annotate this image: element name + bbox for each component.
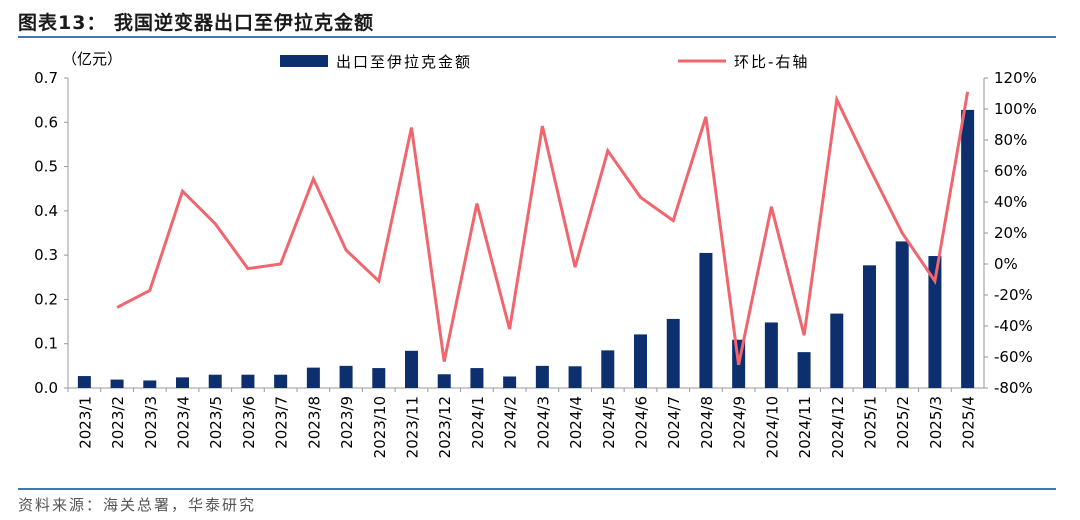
x-tick-label: 2024/7 <box>665 396 683 449</box>
right-axis: -80% -60% -40% -20% 0% 20% 40% 60% 80% 100% 120% <box>983 69 1037 397</box>
bar <box>274 374 288 388</box>
left-tick-label: 0.6 <box>34 113 58 131</box>
right-tick-label: -20% <box>994 286 1033 304</box>
x-tick-label: 2023/9 <box>338 396 356 449</box>
right-tick-label: 20% <box>994 224 1027 242</box>
x-tick-label: 2023/3 <box>142 396 160 449</box>
x-tick-label: 2024/2 <box>502 396 520 449</box>
bar <box>470 368 484 388</box>
legend-bar-label: 出口至伊拉克金额 <box>336 53 472 71</box>
x-tick-label: 2025/3 <box>927 396 945 449</box>
bar <box>961 109 975 388</box>
x-tick-label: 2024/4 <box>567 396 585 449</box>
right-tick-label: 80% <box>994 131 1027 149</box>
x-tick-label: 2024/1 <box>469 396 487 449</box>
x-tick-label: 2023/6 <box>240 396 258 449</box>
right-tick-label: -80% <box>994 379 1033 397</box>
line-series <box>116 91 970 366</box>
bar <box>568 366 582 388</box>
legend: 出口至伊拉克金额 环比-右轴 <box>280 53 809 71</box>
left-tick-label: 0.3 <box>34 246 58 264</box>
bar <box>208 374 222 388</box>
bar <box>241 374 255 388</box>
bar <box>666 318 680 388</box>
bar <box>110 379 124 388</box>
x-tick-label: 2023/7 <box>273 396 291 449</box>
bar <box>764 322 778 388</box>
right-tick-label: -60% <box>994 348 1033 366</box>
x-tick-label: 2023/8 <box>305 396 323 449</box>
x-tick-label: 2025/2 <box>894 396 912 449</box>
title-bar: 图表13： 我国逆变器出口至伊拉克金额 <box>18 6 1056 38</box>
chart-title: 图表13： 我国逆变器出口至伊拉克金额 <box>18 12 375 34</box>
line-path <box>116 91 970 366</box>
right-tick-label: 60% <box>994 162 1027 180</box>
source-note: 资料来源：海关总署，华泰研究 <box>18 496 257 514</box>
x-axis: 2023/1 2023/2 2023/3 2023/4 2023/5 2023/6 2023… <box>67 388 978 458</box>
x-tick-label: 2023/10 <box>371 396 389 458</box>
bar <box>699 252 713 388</box>
x-tick-label: 2023/12 <box>436 396 454 458</box>
x-tick-label: 2023/4 <box>175 396 193 449</box>
x-tick-label: 2023/2 <box>109 396 127 449</box>
x-tick-label: 2024/10 <box>763 396 781 458</box>
left-tick-label: 0.5 <box>34 158 58 176</box>
bar <box>535 365 549 388</box>
x-tick-label: 2025/1 <box>862 396 880 449</box>
x-tick-label: 2023/1 <box>76 396 94 449</box>
x-tick-label: 2024/5 <box>600 396 618 449</box>
bar <box>176 377 189 388</box>
bar <box>863 265 876 388</box>
legend-bar-swatch <box>280 55 328 67</box>
right-tick-label: -40% <box>994 317 1033 335</box>
bar <box>437 374 451 388</box>
bar <box>77 376 91 388</box>
x-tick-label: 2024/12 <box>829 396 847 458</box>
right-tick-label: 100% <box>994 100 1037 118</box>
x-tick-label: 2024/9 <box>731 396 749 449</box>
bar <box>372 368 386 388</box>
bar <box>143 380 157 388</box>
y-unit-label: （亿元） <box>62 50 122 68</box>
x-tick-label: 2025/4 <box>960 396 978 449</box>
bar <box>928 256 942 388</box>
right-tick-label: 40% <box>994 193 1027 211</box>
left-tick-label: 0.2 <box>34 290 58 308</box>
bar <box>306 367 320 388</box>
x-tick-label: 2024/11 <box>796 396 814 458</box>
footer-divider <box>18 488 1056 490</box>
bar <box>601 350 615 388</box>
x-tick-label: 2024/3 <box>534 396 552 449</box>
right-tick-label: 120% <box>994 69 1037 87</box>
right-tick-label: 0% <box>994 255 1018 273</box>
left-tick-label: 0.4 <box>34 202 58 220</box>
left-tick-label: 0.1 <box>34 335 58 353</box>
legend-line-label: 环比-右轴 <box>734 53 809 71</box>
bar <box>797 352 811 388</box>
x-tick-label: 2023/5 <box>207 396 225 449</box>
left-tick-label: 0.0 <box>34 379 58 397</box>
bar <box>830 313 844 388</box>
left-tick-label: 0.7 <box>34 69 58 87</box>
bar-series <box>77 109 975 388</box>
bar <box>634 334 647 388</box>
bar <box>405 350 418 388</box>
x-tick-label: 2024/6 <box>633 396 651 449</box>
x-tick-label: 2024/8 <box>698 396 716 449</box>
bar <box>895 241 909 388</box>
bar <box>339 365 353 388</box>
bar <box>503 376 517 388</box>
x-tick-label: 2023/11 <box>404 396 422 458</box>
